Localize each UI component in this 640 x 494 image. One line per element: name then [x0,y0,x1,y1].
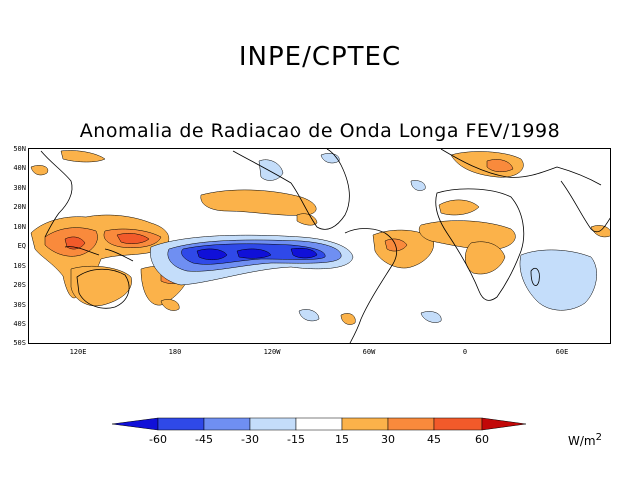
madagascar [530,267,540,286]
australia-anomaly [70,265,132,307]
lon-label-0: 0 [462,348,468,356]
australia-coast [76,268,130,309]
asia-east-coast [40,150,73,238]
colorbar-swatch-30-15 [249,417,297,431]
south-pacific-far [160,299,180,311]
europe-coast [440,149,602,186]
indonesia-islands [64,246,134,262]
colorbar-label-minus60: -60 [149,433,167,446]
north-atlantic-left [30,165,49,176]
west-pacific-core-60 [64,236,86,250]
colorbar-swatch-30-45 [387,417,435,431]
lat-label-40s: 40S [13,320,26,328]
colorbar-swatch-60-45 [157,417,205,431]
north-pacific-negative [258,159,284,181]
north-america-coast [232,149,350,230]
africa-coast [435,188,525,301]
colorbar-swatch-15-30 [341,417,389,431]
anomaly-map [30,149,610,343]
map-title: Anomalia de Radiacao de Onda Longa FEV/1… [79,120,561,142]
negative-anomaly-layer [150,153,597,323]
pacific-negative-60c [290,248,318,259]
south-america-coast [344,228,398,343]
colorbar-swatch-45-60 [433,417,483,431]
central-america-anomaly [296,213,318,226]
lon-label-180: 180 [168,348,182,356]
units-label: W/m2 [568,432,602,448]
lon-label-120w: 120W [263,348,281,356]
units-base: W/m [568,434,596,448]
lon-label-60e: 60E [555,348,569,356]
caribbean-negative [410,180,426,191]
lat-label-30n: 30N [13,184,26,192]
southern-ocean-negative [420,311,442,323]
units-exponent: 2 [595,432,602,443]
pacific-negative-60a [196,248,228,260]
lat-label-10n: 10N [13,223,26,231]
east-indian-patch [590,225,610,238]
lat-label-20n: 20N [13,203,26,211]
lon-label-60w: 60W [362,348,376,356]
colorbar-label-45: 45 [427,433,441,446]
lat-label-eq: EQ [17,242,26,250]
lat-label-50n: 50N [13,145,26,153]
south-atlantic-small [340,313,356,325]
colorbar-label-minus30: -30 [241,433,259,446]
positive-anomaly-layer [30,150,610,325]
india-coast [560,180,610,233]
colorbar-label-15: 15 [335,433,349,446]
africa-west-anomaly [465,241,506,275]
colorbar-label-30: 30 [381,433,395,446]
pacific-negative-60b [236,248,272,259]
colorbar-swatch-gt-60 [481,417,527,431]
north-atlantic-center [60,150,106,163]
map-panel [28,148,611,344]
sahara-anomaly [438,199,480,216]
colorbar-label-minus45: -45 [195,433,213,446]
colorbar-swatch-15-15 [295,417,343,431]
organization-title: INPE/CPTEC [238,42,402,72]
colorbar [111,417,527,431]
lat-label-50s: 50S [13,339,26,347]
europe-core-45 [486,159,514,172]
lat-label-30s: 30S [13,301,26,309]
lat-label-40n: 40N [13,164,26,172]
south-pacific-negative [298,309,320,322]
indian-ocean-negative [519,249,597,311]
brazil-core-45 [384,238,408,252]
lon-label-120e: 120E [69,348,87,356]
coastline-layer [40,149,610,343]
colorbar-label-60: 60 [475,433,489,446]
north-atlantic-band [200,189,317,216]
north-pacific-core-60 [116,233,150,244]
colorbar-swatch-lt-60 [111,417,159,431]
colorbar-label-minus15: -15 [287,433,305,446]
colorbar-swatch-45-30 [203,417,251,431]
lat-label-10s: 10S [13,262,26,270]
lat-label-20s: 20S [13,281,26,289]
